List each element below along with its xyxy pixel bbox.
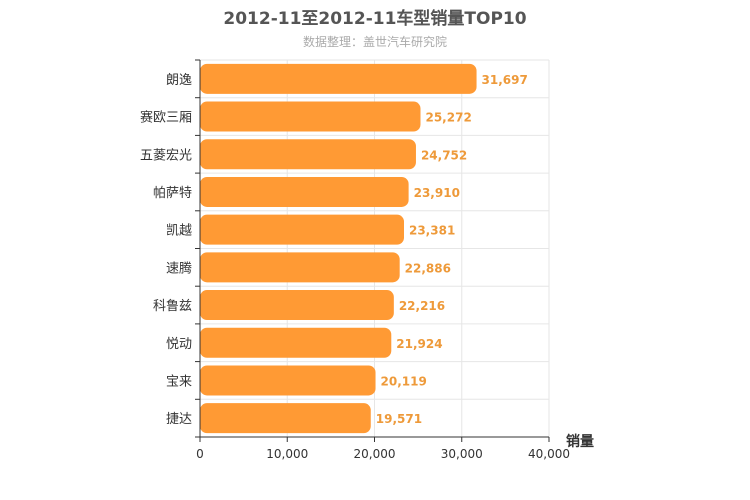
y-tick-label: 朗逸 <box>166 73 192 88</box>
bar-5 <box>200 214 404 245</box>
y-tick-label: 赛欧三厢 <box>140 110 192 126</box>
bar-6 <box>200 252 400 283</box>
bar-7 <box>200 290 394 321</box>
y-tick-label: 悦动 <box>166 337 192 352</box>
bar-value-label: 23,910 <box>414 186 460 200</box>
grid-lines <box>199 59 550 438</box>
bar-value-label: 19,571 <box>376 412 422 426</box>
x-tick-label: 20,000 <box>354 447 396 461</box>
x-tick-label: 10,000 <box>266 447 308 461</box>
bar-4 <box>200 176 409 207</box>
bars: 31,697 25,272 24,752 23,910 23,381 22,886 22,2… <box>200 63 528 434</box>
bar-1 <box>200 63 477 94</box>
bar-9 <box>200 365 376 396</box>
bar-8 <box>200 327 392 358</box>
bar-value-label: 24,752 <box>421 148 467 162</box>
chart-title: 2012-11至2012-11车型销量TOP10 <box>223 8 526 29</box>
x-tick-label: 30,000 <box>441 447 483 461</box>
y-tick-label: 科鲁兹 <box>153 299 192 314</box>
bar-2 <box>200 101 421 132</box>
bar-value-label: 22,216 <box>399 299 445 313</box>
bar-value-label: 21,924 <box>396 337 442 351</box>
x-axis-title: 销量 <box>566 433 594 450</box>
x-tick-label: 40,000 <box>528 447 570 461</box>
y-tick-label: 凯越 <box>166 224 192 239</box>
bar-value-label: 25,272 <box>425 111 471 125</box>
bar-value-label: 23,381 <box>409 224 455 238</box>
bar-3 <box>200 139 416 170</box>
y-tick-label: 宝来 <box>166 374 192 389</box>
bar-value-label: 31,697 <box>482 73 528 87</box>
bar-value-label: 22,886 <box>405 261 451 275</box>
y-tick-label: 帕萨特 <box>153 186 192 201</box>
chart-subtitle: 数据整理：盖世汽车研究院 <box>303 34 447 49</box>
bar-value-label: 20,119 <box>381 374 427 388</box>
x-tick-label: 0 <box>196 447 204 461</box>
bar-10 <box>200 403 371 434</box>
y-tick-label: 速腾 <box>166 260 192 276</box>
y-tick-label: 捷达 <box>166 412 192 427</box>
y-tick-label: 五菱宏光 <box>140 148 192 163</box>
